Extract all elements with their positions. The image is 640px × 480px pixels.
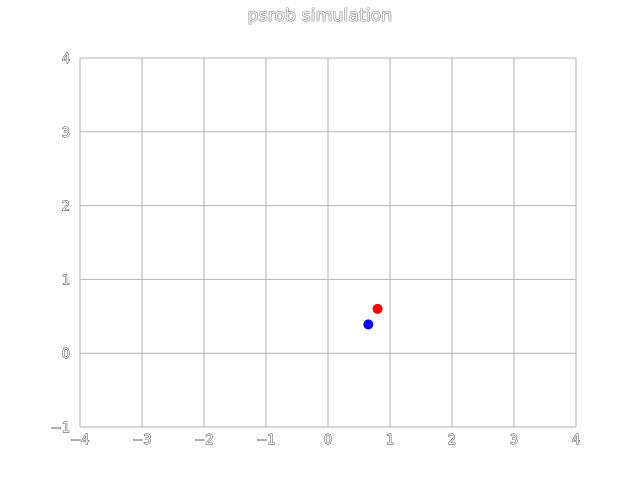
data-points: [363, 303, 383, 330]
x-tick-label: −3: [132, 433, 151, 448]
tick-labels: −4 −3 −2 −1 0 1 2 3 4 −1 0 1 2 3 4: [50, 52, 580, 449]
x-tick-label: 2: [448, 433, 456, 448]
x-tick-label: −2: [194, 433, 213, 448]
y-tick-label: −1: [51, 421, 70, 436]
grid-lines: [79, 57, 577, 428]
y-tick-label: 3: [62, 126, 70, 141]
data-point-series-0: [372, 303, 383, 314]
x-tick-label: 4: [572, 433, 580, 448]
data-point-series-1: [363, 319, 374, 330]
y-tick-label: 1: [62, 273, 70, 288]
chart-title: psrob simulation: [247, 6, 393, 26]
x-tick-label: 3: [510, 433, 518, 448]
x-tick-label: 1: [386, 433, 394, 448]
y-tick-label: 0: [62, 347, 70, 362]
x-tick-label: −1: [256, 433, 275, 448]
x-tick-label: −4: [70, 433, 89, 448]
y-tick-label: 2: [62, 200, 70, 215]
y-tick-label: 4: [62, 52, 70, 67]
x-tick-label: 0: [324, 433, 332, 448]
